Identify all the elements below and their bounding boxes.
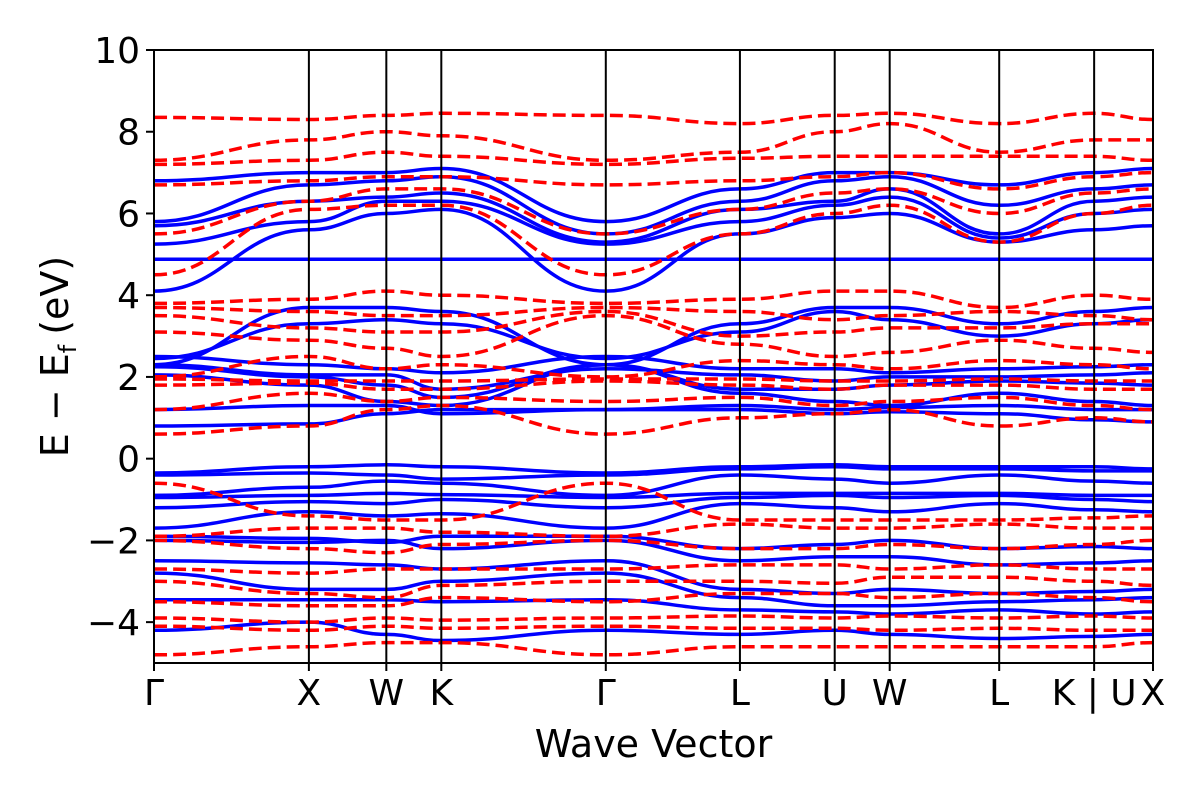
dashed-band-22 bbox=[154, 150, 1153, 167]
plot-area bbox=[154, 111, 1153, 657]
solid-band-23 bbox=[154, 195, 1153, 246]
x-tick-label: K | U bbox=[1052, 673, 1137, 714]
solid-band-26 bbox=[154, 166, 1153, 224]
dashed-band-15 bbox=[154, 313, 1153, 359]
dashed-band-14 bbox=[154, 354, 1153, 379]
x-axis-title: Wave Vector bbox=[535, 722, 773, 766]
dashed-band-10 bbox=[154, 403, 1153, 436]
solid-band-20 bbox=[154, 305, 1153, 367]
series-solid bbox=[154, 166, 1153, 643]
dashed-band-13 bbox=[154, 377, 1153, 383]
x-tick-label: U bbox=[822, 673, 848, 714]
dashed-band-19 bbox=[154, 203, 1153, 277]
dashed-band-9 bbox=[154, 481, 1153, 522]
x-tick-label: X bbox=[1141, 673, 1166, 714]
x-tick-label: L bbox=[730, 673, 750, 714]
solid-band-3 bbox=[154, 571, 1153, 608]
x-tick-label: X bbox=[297, 673, 322, 714]
kpoint-divider-lines bbox=[307, 50, 1096, 663]
dashed-band-23 bbox=[154, 121, 1153, 163]
y-tick-label: 0 bbox=[117, 440, 140, 481]
dashed-band-11 bbox=[154, 391, 1153, 412]
y-axis-title-main: E − E bbox=[33, 353, 77, 457]
solid-band-25 bbox=[154, 174, 1153, 236]
dashed-band-18 bbox=[154, 289, 1153, 310]
solid-band-10 bbox=[154, 473, 1153, 498]
x-tick-label: W bbox=[369, 673, 405, 714]
y-tick-label: 6 bbox=[117, 194, 140, 235]
dashed-band-8 bbox=[154, 522, 1153, 539]
series-dashed bbox=[154, 111, 1153, 657]
x-tick-label: Γ bbox=[144, 673, 164, 714]
y-axis-ticks: −4 −2 0 2 4 6 8 10 bbox=[87, 31, 154, 644]
dashed-band-24 bbox=[154, 111, 1153, 126]
solid-band-4 bbox=[154, 559, 1153, 596]
dashed-band-20 bbox=[154, 187, 1153, 236]
y-axis-title-subscript: f bbox=[54, 344, 82, 353]
solid-band-11 bbox=[154, 465, 1153, 481]
dashed-band-4 bbox=[154, 591, 1153, 608]
y-axis-title: E − Ef (eV) bbox=[33, 256, 82, 458]
solid-band-13 bbox=[154, 407, 1153, 428]
dashed-band-12 bbox=[154, 379, 1153, 391]
x-tick-label: K bbox=[430, 673, 455, 714]
solid-band-8 bbox=[154, 493, 1153, 510]
x-tick-label: L bbox=[989, 673, 1009, 714]
dashed-band-17 bbox=[154, 305, 1153, 322]
solid-band-12 bbox=[154, 463, 1153, 475]
dashed-band-6 bbox=[154, 563, 1153, 575]
y-tick-label: 2 bbox=[117, 358, 140, 399]
solid-band-18 bbox=[154, 354, 1153, 375]
dashed-band-1 bbox=[154, 640, 1153, 657]
solid-band-24 bbox=[154, 187, 1153, 244]
dashed-band-16 bbox=[154, 309, 1153, 338]
solid-band-19 bbox=[154, 309, 1153, 361]
dashed-band-21 bbox=[154, 170, 1153, 191]
y-tick-label: 10 bbox=[94, 31, 140, 72]
x-tick-label: Γ bbox=[596, 673, 616, 714]
solid-band-7 bbox=[154, 501, 1153, 530]
solid-band-1 bbox=[154, 620, 1153, 643]
x-tick-label: W bbox=[872, 673, 908, 714]
solid-band-9 bbox=[154, 491, 1153, 500]
dashed-band-7 bbox=[154, 538, 1153, 555]
solid-band-17 bbox=[154, 362, 1153, 391]
plot-frame bbox=[153, 49, 1154, 664]
solid-band-2 bbox=[154, 597, 1153, 616]
y-tick-label: −2 bbox=[87, 521, 140, 562]
y-tick-label: 8 bbox=[117, 113, 140, 154]
y-tick-label: 4 bbox=[117, 276, 140, 317]
y-tick-label: −4 bbox=[87, 603, 140, 644]
solid-band-14 bbox=[154, 403, 1153, 416]
dashed-band-3 bbox=[154, 614, 1153, 624]
solid-band-6 bbox=[154, 534, 1153, 551]
dashed-band-5 bbox=[154, 575, 1153, 600]
y-axis-title-unit: (eV) bbox=[33, 256, 77, 335]
dashed-band-2 bbox=[154, 624, 1153, 633]
